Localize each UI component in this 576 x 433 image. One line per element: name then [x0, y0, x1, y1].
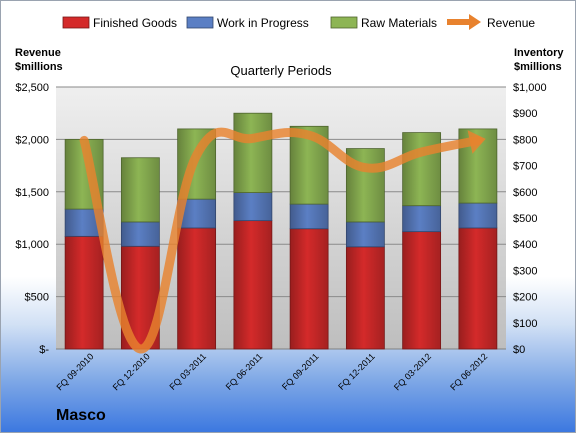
bar-raw-materials: [345, 148, 385, 223]
bar-work-in-progress: [345, 221, 385, 248]
left-tick-label: $1,500: [15, 187, 49, 199]
bar-work-in-progress: [120, 221, 160, 247]
x-tick-label: FQ 06-2012: [448, 351, 489, 392]
legend-swatch-finished-goods: [62, 16, 90, 29]
legend-swatch-raw-materials: [330, 16, 358, 29]
legend-label-revenue: Revenue: [487, 16, 535, 30]
right-tick-label: $900: [513, 108, 537, 120]
legend-label-finished-goods: Finished Goods: [93, 16, 177, 30]
x-tick-label: FQ 12-2010: [111, 351, 152, 392]
left-tick-label: $500: [25, 292, 49, 304]
revenue-point: [252, 138, 253, 139]
right-axis-title-line1: Inventory: [514, 47, 564, 59]
left-axis-title-line1: Revenue: [15, 47, 61, 59]
bar-work-in-progress: [233, 192, 273, 222]
bar-work-in-progress: [458, 202, 498, 229]
bar-finished-goods: [64, 235, 104, 350]
x-tick-label: FQ 09-2011: [280, 351, 321, 392]
x-tick-label: FQ 09-2010: [55, 351, 96, 392]
revenue-point: [365, 167, 366, 168]
bar-finished-goods: [345, 246, 385, 350]
x-tick-label: FQ 06-2011: [224, 351, 265, 392]
right-tick-label: $100: [513, 318, 537, 330]
revenue-arrowhead: [467, 130, 486, 154]
right-tick-label: $600: [513, 187, 537, 199]
legend-label-work-in-progress: Work in Progress: [217, 16, 309, 30]
revenue-point: [140, 349, 141, 350]
right-tick-label: $1,000: [513, 82, 547, 94]
left-tick-label: $2,500: [15, 82, 49, 94]
left-axis-title-line2: $millions: [15, 61, 63, 73]
right-tick-label: $0: [513, 344, 525, 356]
left-tick-label: $2,000: [15, 134, 49, 146]
right-axis-title-line2: $millions: [514, 61, 562, 73]
x-tick-label: FQ 12-2011: [336, 351, 377, 392]
bar-raw-materials: [120, 157, 160, 223]
right-tick-label: $200: [513, 292, 537, 304]
revenue-point: [309, 135, 310, 136]
legend-swatch-work-in-progress: [186, 16, 214, 29]
bar-finished-goods: [458, 227, 498, 350]
left-tick-label: $-: [39, 344, 49, 356]
bar-raw-materials: [402, 132, 442, 207]
bar-finished-goods: [177, 227, 217, 350]
bar-raw-materials: [233, 112, 273, 193]
right-tick-label: $700: [513, 161, 537, 173]
legend-arrow-revenue: [469, 14, 481, 30]
left-tick-label: $1,000: [15, 239, 49, 251]
right-tick-label: $300: [513, 265, 537, 277]
bar-finished-goods: [289, 228, 329, 350]
bar-work-in-progress: [289, 203, 329, 230]
bar-work-in-progress: [402, 205, 442, 233]
right-tick-label: $800: [513, 134, 537, 146]
right-tick-label: $400: [513, 239, 537, 251]
right-tick-label: $500: [513, 213, 537, 225]
bar-finished-goods: [402, 231, 442, 350]
revenue-point: [196, 155, 197, 156]
revenue-point: [84, 140, 85, 141]
bar-finished-goods: [233, 220, 273, 350]
legend-label-raw-materials: Raw Materials: [361, 16, 437, 30]
company-name: Masco: [56, 407, 106, 424]
revenue-line: [79, 127, 483, 354]
revenue-point: [421, 151, 422, 152]
x-tick-label: FQ 03-2011: [167, 351, 208, 392]
x-tick-label: FQ 03-2012: [392, 351, 433, 392]
chart-subtitle: Quarterly Periods: [230, 63, 332, 78]
